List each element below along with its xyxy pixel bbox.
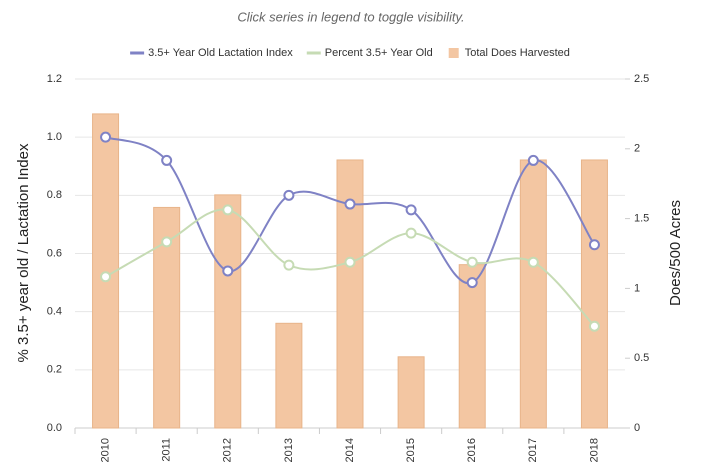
- y-tick-label: 0.0: [47, 422, 62, 434]
- marker: [466, 256, 478, 268]
- marker: [283, 189, 295, 201]
- bar: [275, 322, 303, 429]
- y-tick-label: 0.8: [47, 189, 62, 201]
- y2-tick-label: 1.5: [634, 213, 649, 225]
- marker: [100, 271, 112, 283]
- legend-item[interactable]: 3.5+ Year Old Lactation Index: [130, 47, 293, 59]
- y-axis-title: % 3.5+ year old / Lactation Index: [15, 143, 32, 362]
- y-tick-label: 0.2: [47, 364, 62, 376]
- bar: [397, 356, 425, 429]
- x-tick-label: 2015: [405, 438, 417, 462]
- y-tick-label: 1.2: [47, 73, 62, 85]
- bar: [580, 159, 608, 429]
- x-tick-label: 2013: [283, 438, 295, 462]
- bar: [519, 159, 547, 429]
- x-tick-label: 2014: [344, 438, 356, 462]
- x-tick-label: 2010: [99, 438, 111, 462]
- marker: [161, 154, 173, 166]
- legend-label: 3.5+ Year Old Lactation Index: [148, 47, 293, 59]
- y2-tick-label: 0.5: [634, 352, 649, 364]
- marker: [100, 131, 112, 143]
- legend: 3.5+ Year Old Lactation Index Percent 3.5…: [130, 47, 570, 59]
- y-tick-label: 0.6: [47, 247, 62, 259]
- y2-tick-label: 2: [634, 143, 640, 155]
- legend-swatch: [448, 48, 459, 58]
- line: [105, 136, 596, 285]
- x-tick-label: 2011: [161, 438, 173, 462]
- x-tick-label: 2012: [222, 438, 234, 462]
- marker: [161, 236, 173, 248]
- marker: [344, 256, 356, 268]
- marker: [588, 320, 600, 332]
- legend-label: Percent 3.5+ Year Old: [325, 47, 433, 59]
- marker: [344, 198, 356, 210]
- marker: [405, 204, 417, 216]
- marker: [588, 239, 600, 251]
- bar: [214, 194, 242, 429]
- y-tick-label: 1.0: [47, 131, 62, 143]
- y2-tick-label: 0: [634, 422, 640, 434]
- legend-item[interactable]: Total Does Harvested: [448, 47, 570, 59]
- y2-tick-label: 2.5: [634, 73, 649, 85]
- marker: [405, 227, 417, 239]
- marker: [222, 204, 234, 216]
- y-tick-label: 0.4: [47, 306, 62, 318]
- y2-axis-title: Does/500 Acres: [667, 200, 684, 306]
- x-tick-label: 2017: [527, 438, 539, 462]
- marker: [527, 256, 539, 268]
- y2-tick-label: 1: [634, 282, 640, 294]
- marker: [466, 277, 478, 289]
- marker: [527, 154, 539, 166]
- marker: [222, 265, 234, 277]
- legend-item[interactable]: Percent 3.5+ Year Old: [306, 47, 433, 59]
- marker: [283, 259, 295, 271]
- bar: [458, 264, 486, 429]
- legend-label: Total Does Harvested: [465, 47, 570, 59]
- x-tick-label: 2018: [588, 438, 600, 462]
- chart-subtitle: Click series in legend to toggle visibil…: [237, 9, 464, 24]
- x-tick-label: 2016: [466, 438, 478, 462]
